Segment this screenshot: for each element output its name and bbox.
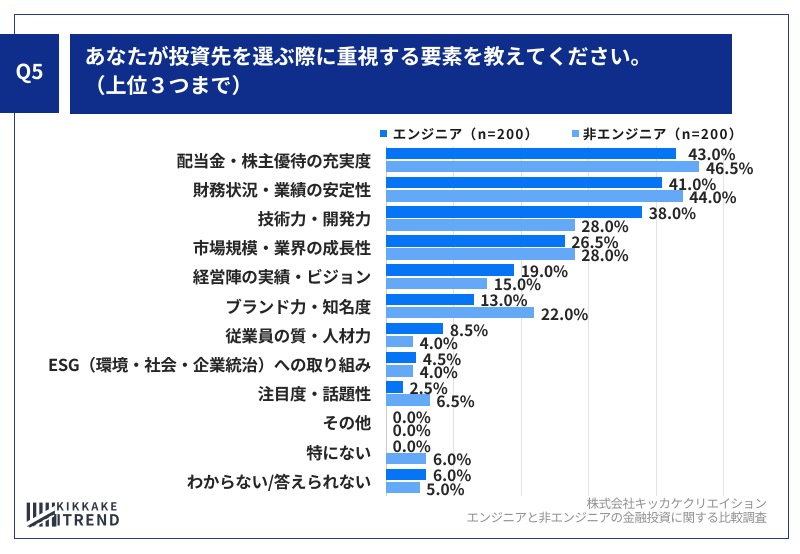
svg-text:KIKKAKE: KIKKAKE xyxy=(56,500,119,514)
svg-text:ITREND: ITREND xyxy=(56,509,121,531)
